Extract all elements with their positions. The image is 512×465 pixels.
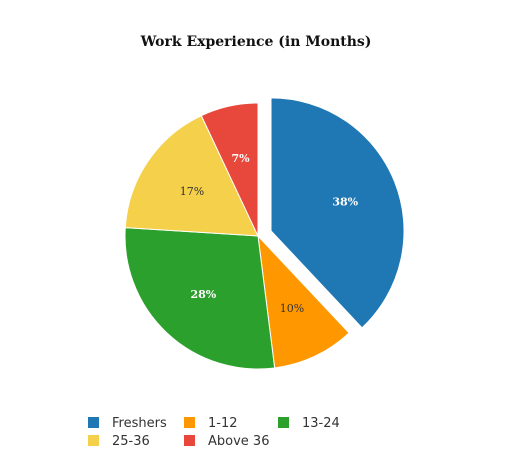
legend-label-25-36[interactable]: 25-36: [112, 434, 150, 449]
pie-slice-above-36: [200, 102, 259, 237]
legend-label-above-36[interactable]: Above 36: [208, 434, 269, 449]
slice-label-above-36: 7%: [232, 152, 251, 165]
legend-label-13-24[interactable]: 13-24: [302, 416, 340, 431]
chart-title: Work Experience (in Months): [140, 34, 372, 50]
legend-swatch-1-12[interactable]: [184, 417, 195, 428]
legend-label-1-12[interactable]: 1-12: [208, 416, 238, 431]
legend-label-freshers[interactable]: Freshers: [112, 416, 167, 431]
slice-label-freshers: 38%: [332, 195, 358, 208]
legend-swatch-above-36[interactable]: [184, 435, 195, 446]
legend-swatch-13-24[interactable]: [278, 417, 289, 428]
pie-slice-1-12: [257, 234, 350, 369]
pie-slice-25-36: [124, 114, 259, 237]
pie-slice-13-24: [124, 227, 276, 370]
slice-label-13-24: 28%: [190, 288, 216, 301]
legend-swatch-freshers[interactable]: [88, 417, 99, 428]
slice-label-25-36: 17%: [180, 185, 204, 198]
slice-label-1-12: 10%: [280, 302, 304, 315]
legend-swatch-25-36[interactable]: [88, 435, 99, 446]
pie-slice-freshers: [270, 97, 405, 329]
